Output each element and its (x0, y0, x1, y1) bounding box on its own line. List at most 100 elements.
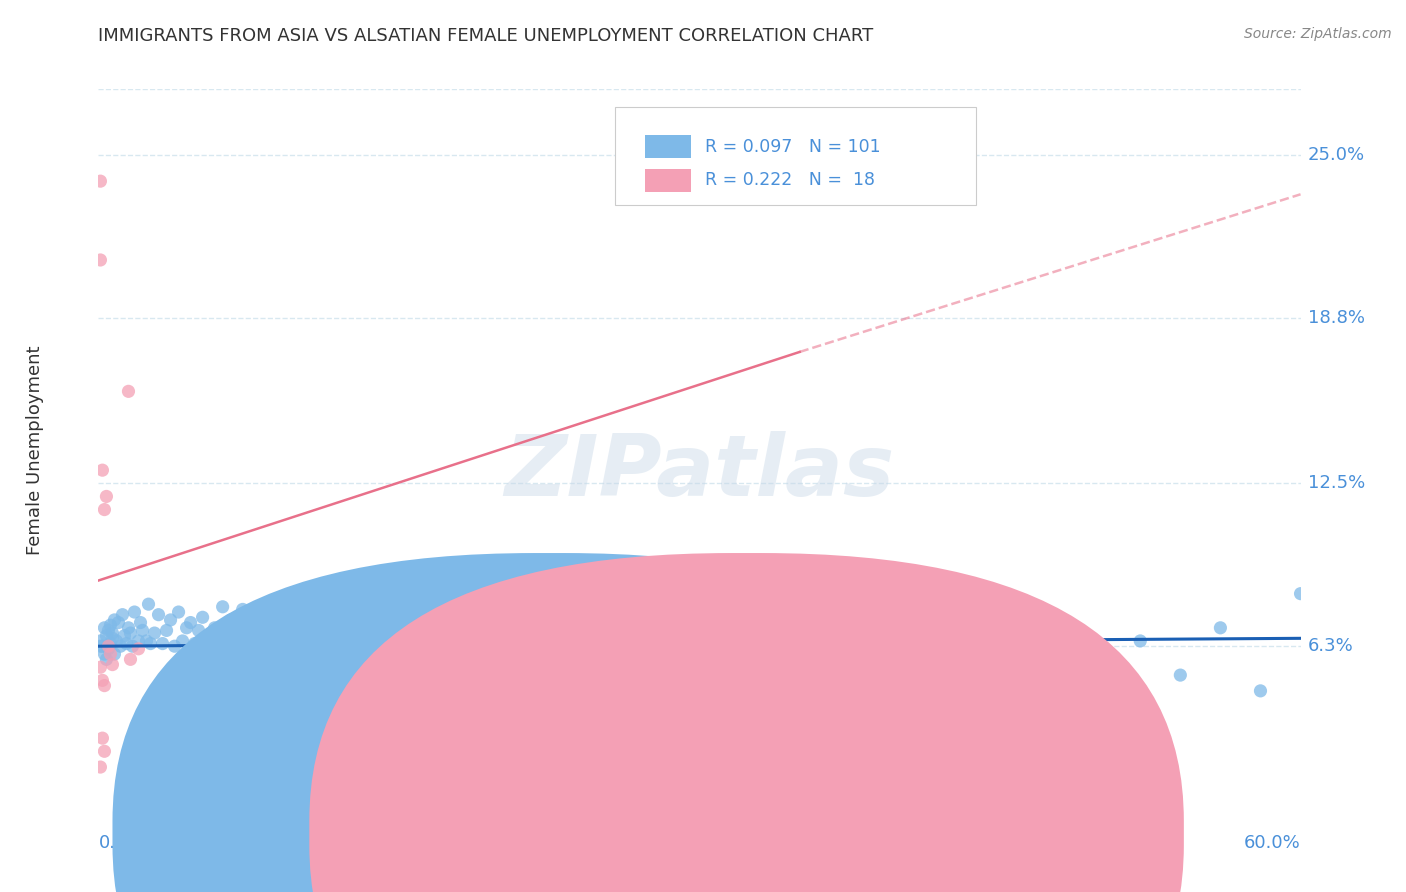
Point (889, 652, 911, 666)
Text: R = 0.097   N = 101: R = 0.097 N = 101 (706, 138, 882, 156)
Point (89, 252, 111, 267)
Point (148, 607, 170, 622)
Point (93, 647, 115, 661)
Text: 0.0%: 0.0% (98, 834, 143, 852)
Point (183, 636, 205, 650)
Point (768, 668, 790, 682)
Point (408, 626, 430, 640)
Point (135, 634, 157, 648)
Point (96, 652, 118, 666)
Point (93, 502, 115, 516)
Point (128, 641, 150, 656)
Point (609, 615, 631, 630)
Point (849, 639, 872, 653)
Point (224, 624, 246, 638)
Point (1010, 639, 1032, 653)
Text: IMMIGRANTS FROM ASIA VS ALSATIAN FEMALE UNEMPLOYMENT CORRELATION CHART: IMMIGRANTS FROM ASIA VS ALSATIAN FEMALE … (98, 27, 873, 45)
Point (228, 634, 250, 648)
Point (91, 463, 114, 477)
Point (1129, 634, 1152, 648)
Point (159, 613, 181, 627)
Point (96, 490, 118, 504)
Point (117, 384, 139, 399)
Point (100, 636, 122, 650)
Point (308, 621, 330, 635)
Point (105, 634, 128, 648)
Point (191, 610, 214, 624)
Point (548, 639, 571, 653)
Point (96, 629, 118, 643)
Text: ZIPatlas: ZIPatlas (505, 431, 894, 514)
Point (91, 639, 114, 653)
Point (93, 679, 115, 693)
Point (155, 624, 177, 638)
Point (89, 760, 111, 774)
Point (89, 639, 111, 653)
Point (252, 636, 274, 650)
Point (208, 626, 231, 640)
Point (180, 615, 202, 630)
Point (211, 599, 233, 614)
Point (93, 744, 115, 758)
Point (139, 636, 162, 650)
Point (232, 602, 254, 616)
Point (103, 613, 125, 627)
Point (163, 639, 186, 653)
Point (100, 647, 122, 661)
Point (688, 679, 710, 693)
Text: Immigrants from Asia: Immigrants from Asia (576, 824, 756, 842)
Point (200, 634, 222, 648)
Point (101, 657, 124, 672)
Point (488, 613, 510, 627)
Point (93, 621, 115, 635)
Point (124, 605, 146, 619)
Point (103, 647, 125, 661)
Point (318, 589, 340, 603)
Point (176, 621, 198, 635)
Point (215, 636, 238, 650)
Point (187, 624, 209, 638)
Point (172, 634, 194, 648)
Point (427, 607, 450, 622)
Point (328, 629, 350, 643)
Point (1088, 655, 1111, 669)
Point (447, 639, 470, 653)
Point (508, 634, 530, 648)
Text: 6.3%: 6.3% (1308, 637, 1354, 656)
Point (111, 607, 134, 622)
Point (91, 673, 114, 688)
Point (1250, 684, 1272, 698)
Point (929, 621, 952, 635)
Point (115, 636, 138, 650)
Point (388, 599, 411, 614)
Point (298, 636, 321, 650)
Point (468, 624, 491, 638)
Text: Source: ZipAtlas.com: Source: ZipAtlas.com (1244, 27, 1392, 41)
Point (117, 621, 139, 635)
Point (89, 660, 111, 674)
Point (152, 636, 174, 650)
Point (97, 641, 120, 656)
Point (167, 605, 190, 619)
Point (568, 626, 591, 640)
Point (808, 626, 831, 640)
Point (89, 174, 111, 188)
Point (1049, 679, 1071, 693)
Point (256, 615, 278, 630)
Point (588, 652, 610, 666)
Text: Alsatians: Alsatians (773, 824, 849, 842)
Point (648, 663, 671, 677)
Point (101, 632, 124, 646)
Point (120, 626, 142, 640)
Point (157, 699, 180, 714)
Point (110, 639, 132, 653)
FancyBboxPatch shape (616, 107, 976, 205)
Point (267, 639, 290, 653)
Point (1209, 621, 1232, 635)
Point (347, 613, 370, 627)
Point (120, 652, 142, 666)
Point (1170, 668, 1192, 682)
Point (219, 613, 242, 627)
Point (260, 632, 283, 646)
Point (728, 634, 751, 648)
